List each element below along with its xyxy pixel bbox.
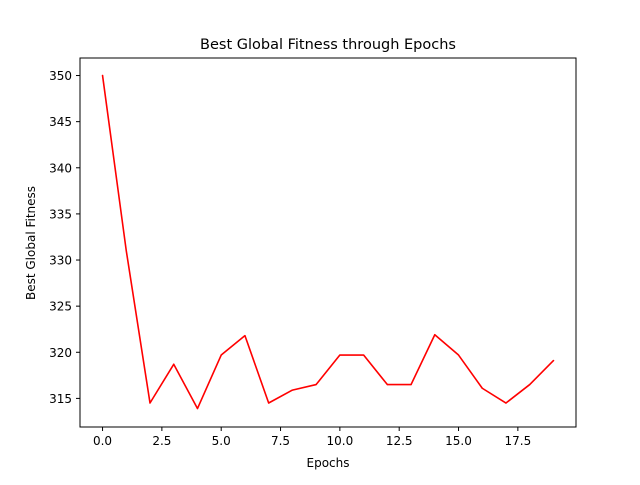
y-axis-label: Best Global Fitness <box>24 186 38 300</box>
data-point <box>339 354 341 356</box>
x-tick-label: 2.5 <box>152 434 171 448</box>
y-tick-label: 320 <box>49 346 72 360</box>
x-tick-label: 10.0 <box>327 434 354 448</box>
y-tick-label: 340 <box>49 161 72 175</box>
y-tick-label: 315 <box>49 392 72 406</box>
y-tick-label: 325 <box>49 300 72 314</box>
data-point <box>505 402 507 404</box>
data-point <box>220 354 222 356</box>
data-point <box>268 402 270 404</box>
plot-area-frame <box>79 57 577 428</box>
y-tick-label: 345 <box>49 115 72 129</box>
data-point <box>457 354 460 356</box>
data-point <box>315 383 317 386</box>
data-point <box>434 334 436 336</box>
data-point <box>149 402 151 404</box>
data-point <box>125 250 127 252</box>
data-point <box>244 335 246 337</box>
data-point <box>101 74 104 77</box>
x-axis-label: Epochs <box>307 456 350 470</box>
chart-title: Best Global Fitness through Epochs <box>200 37 456 53</box>
x-tick-label: 15.0 <box>445 434 472 448</box>
x-tick-label: 17.5 <box>504 434 531 448</box>
x-axis: 0.0 2.5 5.0 7.5 10.0 12.5 15.0 17.5 <box>93 427 531 448</box>
data-point <box>529 383 531 386</box>
data-point <box>196 407 199 410</box>
data-point <box>481 387 483 389</box>
data-point <box>173 363 175 365</box>
data-point <box>410 383 412 386</box>
series-layer <box>101 74 555 410</box>
x-tick-label: 7.5 <box>271 434 290 448</box>
x-tick-label: 12.5 <box>386 434 413 448</box>
y-tick-label: 330 <box>49 254 72 268</box>
data-point <box>362 354 365 356</box>
data-point <box>291 389 294 391</box>
y-tick-label: 335 <box>49 207 72 221</box>
x-tick-label: 5.0 <box>212 434 231 448</box>
data-point <box>552 359 555 362</box>
series-line-0 <box>101 74 555 410</box>
x-tick-label: 0.0 <box>93 434 112 448</box>
y-axis: 315 320 325 330 335 340 345 350 <box>49 69 80 406</box>
y-tick-label: 350 <box>49 69 72 83</box>
data-point <box>386 383 388 386</box>
